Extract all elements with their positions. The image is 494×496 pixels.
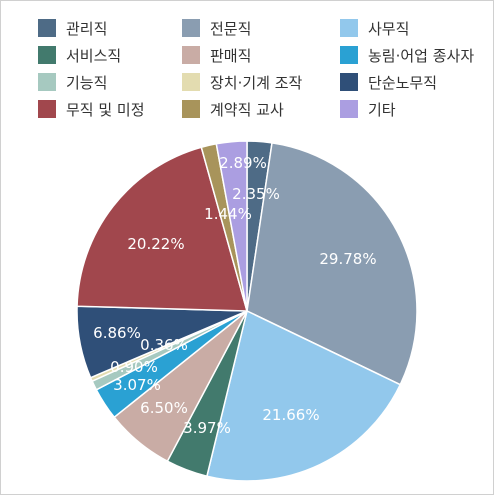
slice-data-label: 2.89% [219,154,267,172]
pie-slice [246,141,418,386]
legend-label: 계약직 교사 [210,100,284,119]
legend-swatch [182,73,200,91]
slice-data-label: 1.44% [204,205,252,223]
legend-swatch [182,46,200,64]
legend-item: 기능직 [38,71,107,93]
slice-data-label: 0.90% [110,358,158,376]
pie-slice [76,146,248,312]
legend-label: 관리직 [66,19,108,38]
legend-item: 사무직 [340,17,409,39]
legend-item: 농림·어업 종사자 [340,44,474,66]
legend-swatch [340,73,358,91]
legend-label: 기타 [368,100,396,119]
pie-slice [215,140,248,312]
legend-label: 무직 및 미정 [66,100,145,119]
legend-item: 전문직 [182,17,251,39]
legend-label: 사무직 [368,19,410,38]
legend-label: 기능직 [66,73,108,92]
legend-label: 서비스직 [66,46,122,65]
legend-label: 판매직 [210,46,252,65]
legend-label: 농림·어업 종사자 [368,46,475,65]
slice-data-label: 6.86% [93,324,141,342]
slice-data-label: 29.78% [319,250,376,268]
legend-swatch [340,100,358,118]
slice-data-label: 0.36% [140,336,188,354]
legend-item: 계약직 교사 [182,98,284,120]
legend-item: 장치·기계 조작 [182,71,302,93]
legend-label: 단순노무직 [368,73,438,92]
legend-label: 장치·기계 조작 [210,73,303,92]
legend-swatch [38,100,56,118]
legend-item: 서비스직 [38,44,121,66]
slice-data-label: 21.66% [262,406,319,424]
legend-swatch [38,73,56,91]
slice-data-label: 20.22% [127,235,184,253]
legend-swatch [340,19,358,37]
slice-data-label: 2.35% [232,185,280,203]
legend-item: 무직 및 미정 [38,98,145,120]
slice-data-label: 6.50% [140,399,188,417]
legend-item: 기타 [340,98,396,120]
legend-item: 판매직 [182,44,251,66]
slice-data-label: 3.07% [113,376,161,394]
legend-label: 전문직 [210,19,252,38]
legend-item: 단순노무직 [340,71,437,93]
legend-swatch [38,46,56,64]
legend-swatch [182,100,200,118]
pie-slice [205,309,402,482]
legend-swatch [340,46,358,64]
slice-data-label: 3.97% [183,419,231,437]
legend-swatch [182,19,200,37]
legend-swatch [38,19,56,37]
legend-item: 관리직 [38,17,107,39]
